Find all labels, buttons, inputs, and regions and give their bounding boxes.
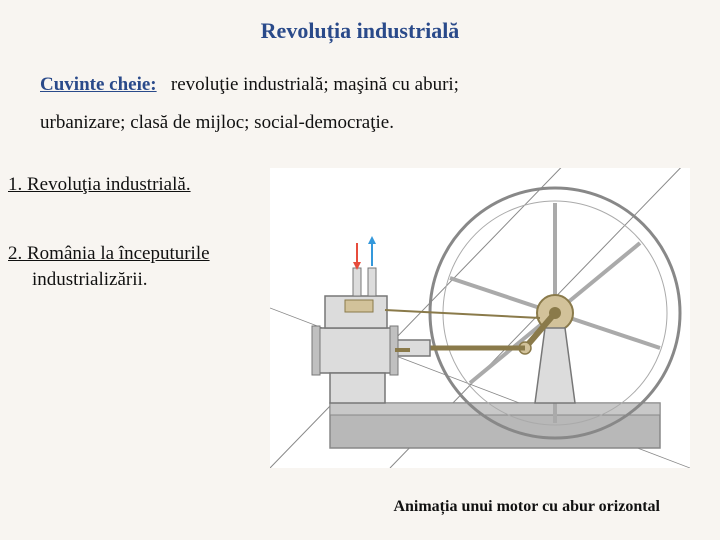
steam-engine-svg [270,168,690,468]
page-title: Revoluția industrială [0,0,720,44]
keywords-paragraph: Cuvinte cheie: revoluţie industrială; ma… [0,44,720,142]
section-item-2b: industrializării. [8,267,148,294]
section-item-1: 1. Revoluţia industrială. [8,172,258,199]
diagram-caption: Animația unui motor cu abur orizontal [393,498,660,516]
keywords-line2: urbanizare; clasă de mijloc; social-demo… [40,112,394,133]
section-item-2: 2. România la începuturile industrializă… [8,241,258,294]
section-item-2a: 2. România la începuturile [8,243,210,264]
keywords-line1: revoluţie industrială; maşină cu aburi; [171,74,459,95]
keywords-label: Cuvinte cheie: [40,74,157,95]
steam-engine-diagram [270,168,690,468]
